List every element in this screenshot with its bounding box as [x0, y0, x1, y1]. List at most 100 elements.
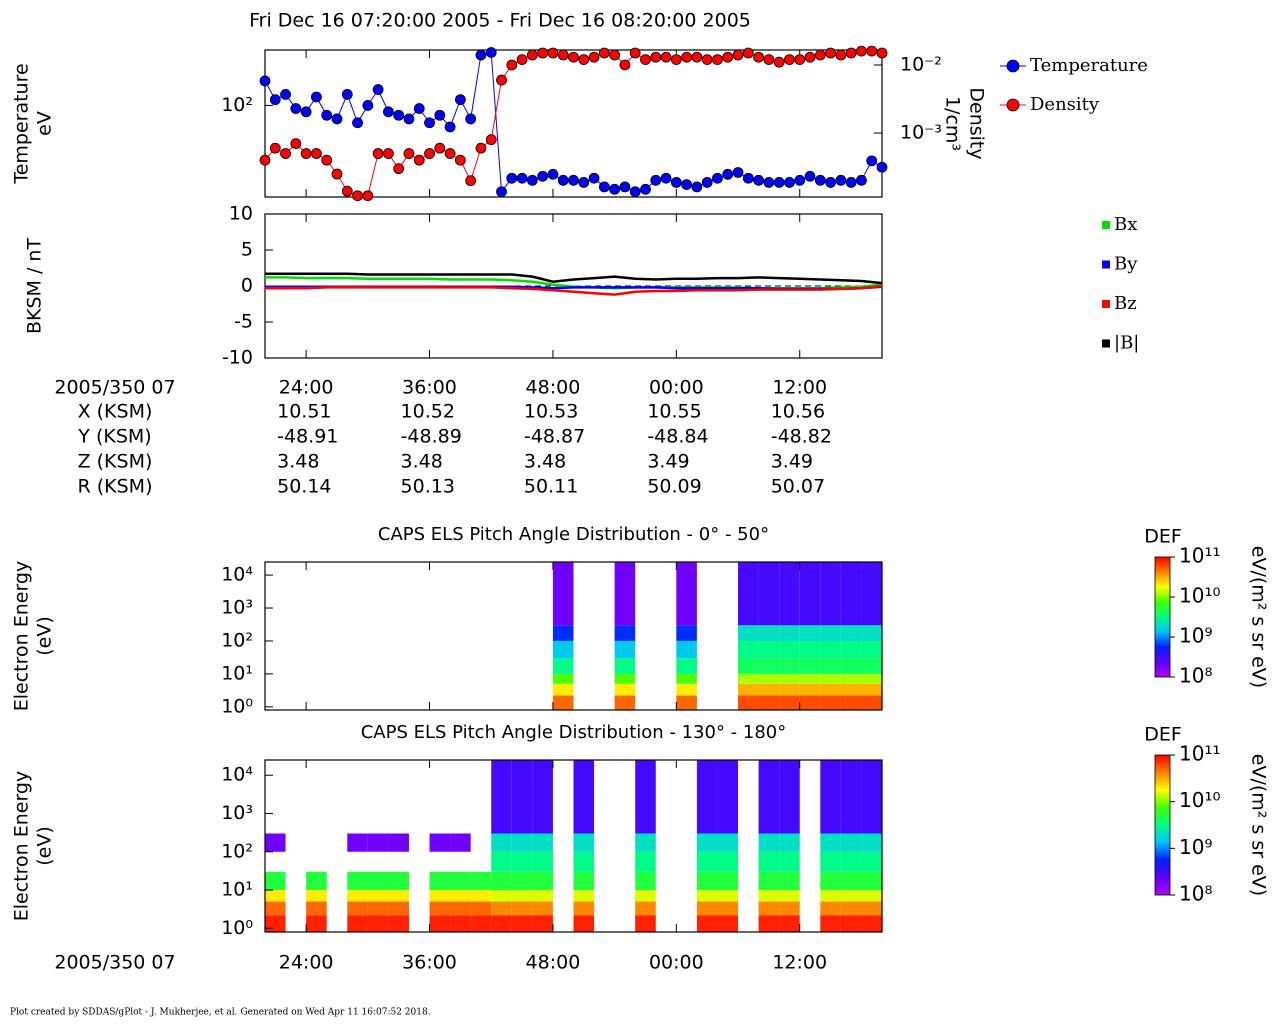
heatmap-cell	[491, 901, 512, 916]
data-point	[290, 138, 302, 150]
heatmap-cell	[799, 695, 821, 710]
y-axis-label: BKSM / nT	[24, 238, 46, 334]
data-point	[372, 84, 384, 95]
heatmap-cell	[840, 871, 862, 891]
colorbar-tick-label: 10¹¹	[1179, 544, 1220, 568]
colorbar-tick-label: 10¹¹	[1179, 742, 1220, 766]
x-tick-label: 12:00	[772, 377, 827, 399]
ephemeris-label: Y (KSM)	[77, 426, 151, 448]
data-point	[526, 49, 538, 61]
data-point	[681, 51, 693, 63]
heatmap-cell	[758, 851, 780, 872]
ephemeris-value: -48.91	[277, 426, 338, 448]
heatmap-cell	[820, 760, 841, 834]
heatmap-cell	[820, 658, 841, 674]
data-point	[568, 174, 579, 186]
ephemeris-value: 50.13	[401, 476, 455, 498]
plot-frame	[264, 561, 883, 711]
ephemeris-value: 10.51	[277, 401, 331, 423]
heatmap-cell	[779, 640, 800, 659]
heatmap-cell	[552, 625, 574, 641]
heatmap-cell	[265, 915, 286, 932]
heatmap-cell	[511, 851, 533, 872]
heatmap-cell	[491, 890, 512, 902]
panel-title: CAPS ELS Pitch Angle Distribution - 0° -…	[378, 524, 769, 545]
heatmap-cell	[635, 760, 656, 834]
heatmap-cell	[614, 673, 636, 684]
ephemeris-value: -48.84	[647, 426, 708, 448]
data-point	[280, 88, 291, 100]
heatmap-cell	[717, 760, 739, 834]
legend-label: Density	[1030, 94, 1100, 115]
heatmap-cell	[347, 901, 368, 916]
data-point	[753, 174, 764, 186]
data-point	[691, 181, 703, 193]
data-point	[259, 154, 271, 166]
heatmap-cell	[532, 901, 553, 916]
ephemeris-label: Z (KSM)	[78, 451, 153, 473]
heatmap-cell	[532, 760, 553, 834]
heatmap-cell	[532, 890, 553, 902]
data-point	[475, 142, 487, 154]
ephemeris-value: 50.09	[647, 476, 701, 498]
data-point	[516, 54, 528, 65]
heatmap-cell	[614, 695, 636, 710]
heatmap-cell	[696, 851, 718, 872]
data-point	[516, 172, 528, 184]
data-point	[835, 174, 847, 186]
heatmap-cell	[840, 695, 862, 710]
ephemeris-value: -48.87	[524, 426, 585, 448]
heatmap-cell	[347, 890, 368, 902]
heatmap-cell	[758, 683, 780, 696]
data-point	[598, 47, 610, 59]
data-point	[485, 47, 497, 58]
data-point	[773, 56, 785, 68]
x-tick-label: 00:00	[649, 952, 704, 974]
heatmap-cell	[861, 833, 882, 852]
heatmap-cell	[614, 658, 636, 674]
data-point	[300, 106, 312, 118]
x-axis-label: 2005/350 07	[54, 952, 175, 974]
colorbar-label: DEF	[1144, 724, 1182, 746]
ephemeris-value: 50.07	[771, 476, 825, 498]
data-point	[506, 59, 518, 71]
data-point	[670, 54, 682, 65]
data-point	[465, 113, 477, 125]
ephemeris-value: 3.48	[524, 451, 566, 473]
heatmap-cell	[573, 901, 595, 916]
y2-axis-label: Density	[966, 87, 988, 159]
data-point	[382, 106, 394, 118]
heatmap-cell	[470, 890, 492, 902]
heatmap-cell	[429, 833, 451, 852]
heatmap-cell	[717, 871, 739, 891]
heatmap-cell	[758, 871, 780, 891]
data-point	[372, 148, 384, 159]
heatmap-cell	[511, 901, 533, 916]
y-tick-label: 5	[241, 239, 253, 261]
heatmap-cell	[265, 871, 286, 891]
heatmap-cell	[347, 833, 368, 852]
x-tick-label: 48:00	[526, 952, 581, 974]
plot-title: Fri Dec 16 07:20:00 2005 - Fri Dec 16 08…	[249, 10, 751, 32]
heatmap-cell	[758, 901, 780, 916]
y-tick-label: -10	[222, 347, 253, 369]
heatmap-cell	[799, 640, 821, 659]
heatmap-cell	[635, 871, 656, 891]
y-tick-label: -5	[234, 311, 253, 333]
heatmap-cell	[820, 851, 841, 872]
data-point	[311, 148, 322, 159]
heatmap-cell	[552, 640, 574, 659]
data-point	[259, 75, 271, 87]
x-tick-label: 36:00	[402, 952, 457, 974]
heatmap-cell	[429, 901, 451, 916]
data-point	[660, 172, 672, 184]
legend-label: |B|	[1114, 333, 1139, 354]
data-point	[876, 47, 888, 59]
data-point	[619, 181, 631, 193]
colorbar-tick-label: 10¹⁰	[1179, 584, 1220, 608]
heatmap-cell	[614, 562, 636, 626]
heatmap-cell	[779, 673, 800, 684]
legend-swatch	[1102, 260, 1110, 269]
heatmap-cell	[758, 673, 780, 684]
colorbar-label: DEF	[1144, 526, 1182, 548]
